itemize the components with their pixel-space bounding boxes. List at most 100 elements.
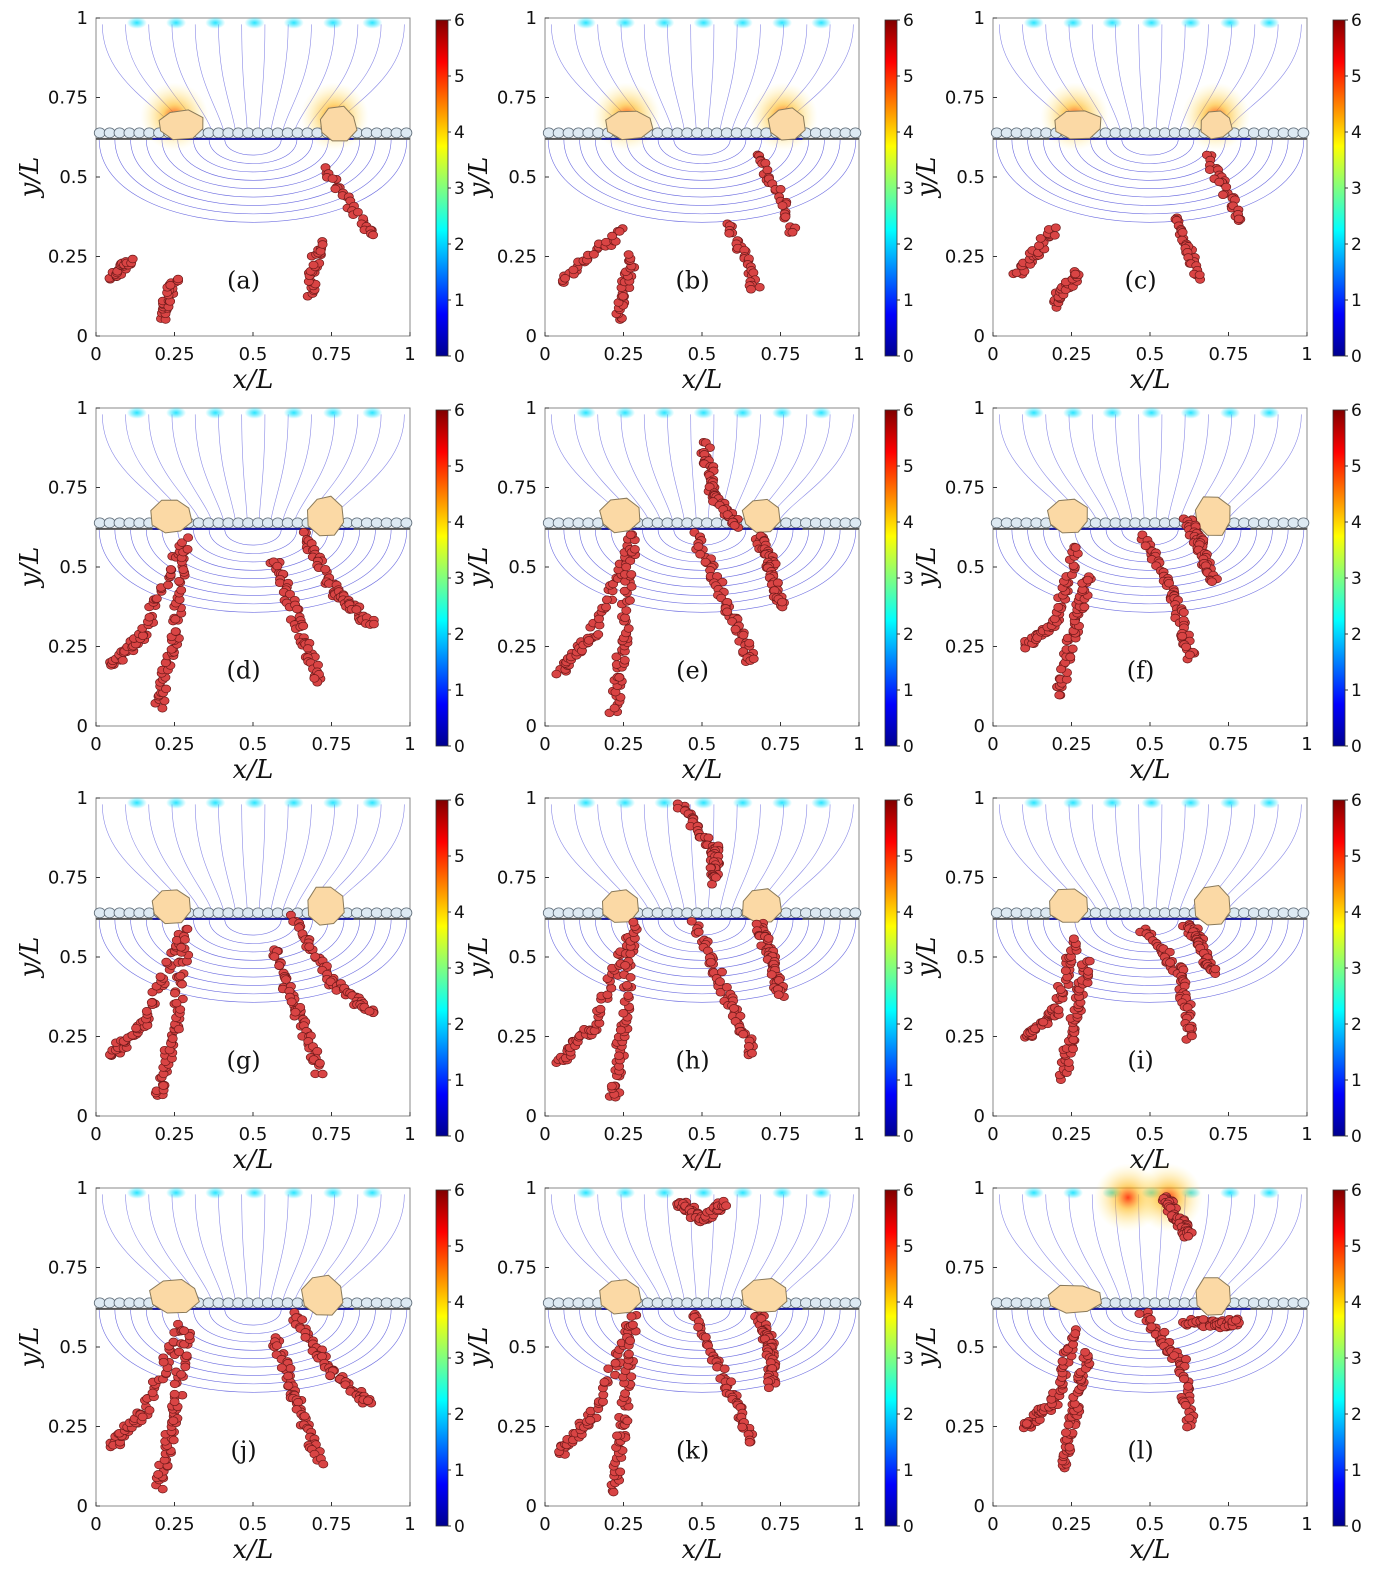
particle (746, 285, 756, 294)
bead (1030, 1297, 1043, 1309)
particle (176, 1370, 187, 1379)
colorbar-tick-label: 0 (1351, 737, 1362, 757)
contour-line-upper (258, 24, 266, 133)
contour-line-upper (258, 414, 266, 523)
contour-line-upper (218, 414, 237, 523)
particle (717, 967, 727, 977)
particle (352, 207, 363, 217)
contour-line-upper (171, 414, 213, 523)
colorbar-tick-label: 1 (1351, 1071, 1362, 1091)
grain (767, 107, 806, 141)
contour-line-upper (270, 24, 289, 133)
particle (1183, 1382, 1194, 1391)
particle (170, 614, 181, 624)
particle (628, 917, 639, 927)
y-tick-label: 0.75 (945, 1258, 985, 1279)
plot-frame (95, 407, 411, 727)
particle (585, 1416, 596, 1425)
contour-line-upper (719, 24, 738, 133)
x-tick-label: 0.75 (311, 1124, 351, 1145)
colorbar-tick-label: 5 (454, 1237, 465, 1257)
bead (1287, 127, 1300, 139)
particle (560, 274, 571, 283)
particle (298, 527, 309, 537)
particle (147, 1388, 158, 1398)
contour-line-upper (241, 414, 248, 523)
bead (103, 127, 116, 139)
particle (304, 942, 315, 951)
particle (137, 631, 148, 641)
x-tick-label: 1 (1301, 344, 1312, 365)
bead (711, 517, 723, 529)
particle (276, 1363, 287, 1372)
particle-cluster (604, 530, 641, 718)
particle (325, 1371, 336, 1380)
particle (179, 935, 190, 944)
particle (274, 961, 285, 970)
bead (1020, 517, 1033, 529)
bead (1119, 127, 1132, 139)
electrode-glow (732, 796, 753, 809)
particle (161, 684, 172, 694)
bead (572, 907, 585, 919)
bead (1267, 907, 1280, 919)
contour-line-upper (1190, 414, 1232, 523)
bead (651, 1297, 664, 1309)
colorbar-tick-label: 2 (1351, 625, 1362, 645)
bead (212, 1297, 225, 1309)
colorbar-tick-label: 2 (454, 235, 465, 255)
particle (1181, 1355, 1191, 1364)
colorbar-tick-label: 2 (903, 235, 914, 255)
contour-line-lower (224, 138, 282, 156)
x-axis-label: x/L (233, 365, 274, 395)
bead (711, 1297, 723, 1309)
contour-line-upper (1138, 24, 1145, 133)
contour-line-upper (1225, 804, 1302, 913)
y-tick-label: 0.5 (956, 947, 985, 968)
particle-cluster (1178, 514, 1222, 586)
contour-line-upper (597, 414, 651, 523)
particle (117, 656, 128, 665)
particle (1064, 1442, 1075, 1452)
bead (301, 127, 314, 139)
y-tick-label: 0.5 (508, 557, 537, 578)
bead (819, 907, 832, 919)
y-axis-label: y/L (15, 547, 45, 589)
bead (1159, 1297, 1171, 1309)
electrode-glow (1259, 1186, 1280, 1199)
bead (1010, 517, 1023, 529)
particle-cluster (696, 437, 744, 532)
contour-line-upper (597, 1194, 651, 1303)
bead (1168, 907, 1181, 919)
panel-label: (e) (676, 656, 709, 684)
bead (572, 127, 585, 139)
particle (173, 1319, 183, 1329)
bead (671, 517, 684, 529)
particle (167, 1034, 178, 1043)
particle (1145, 1315, 1156, 1324)
particle-cluster (688, 1309, 758, 1447)
particle (1186, 1031, 1197, 1041)
particle-cluster (320, 163, 379, 240)
bead (1277, 1297, 1290, 1309)
particle (1034, 241, 1044, 250)
bead (740, 127, 753, 139)
bead (113, 517, 126, 529)
colorbar-tick-label: 3 (454, 1349, 465, 1369)
particle-cluster (551, 541, 635, 679)
particle (1182, 1422, 1193, 1432)
colorbar-tick-label: 5 (903, 1237, 914, 1257)
particle (730, 624, 741, 634)
bead (661, 127, 674, 139)
contour-line-upper (597, 804, 651, 913)
electrode-glow (772, 16, 793, 29)
bead (103, 1297, 116, 1309)
electrode-glow (1220, 796, 1241, 809)
colorbar (1332, 409, 1346, 747)
particle (738, 647, 749, 656)
bead (232, 907, 245, 919)
particle (175, 971, 186, 981)
particle (285, 589, 295, 599)
colorbar (435, 19, 449, 357)
